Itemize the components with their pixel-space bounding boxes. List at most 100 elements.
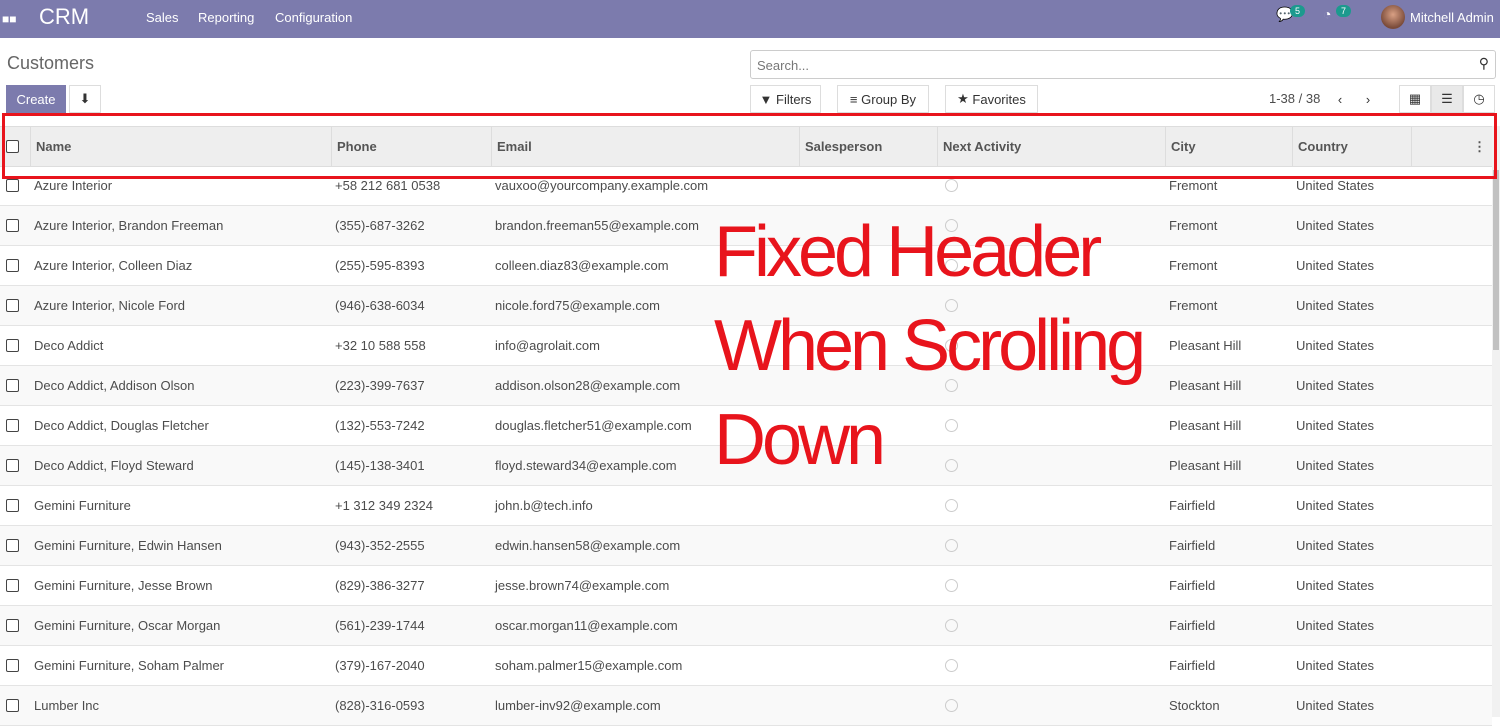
group-by-button[interactable]: ≡ Group By: [837, 85, 929, 113]
row-checkbox[interactable]: [6, 459, 19, 472]
menu-configuration[interactable]: Configuration: [275, 10, 353, 25]
kanban-view-icon[interactable]: ▦: [1399, 85, 1431, 113]
row-name: Gemini Furniture, Jesse Brown: [34, 578, 213, 593]
row-city: Fremont: [1169, 298, 1218, 313]
row-name: Deco Addict, Addison Olson: [34, 378, 195, 393]
row-checkbox[interactable]: [6, 339, 19, 352]
filters-button[interactable]: ▼ Filters: [750, 85, 821, 113]
column-city[interactable]: City: [1165, 127, 1292, 167]
group-by-label: Group By: [861, 91, 917, 107]
row-checkbox[interactable]: [6, 699, 19, 712]
row-name: Deco Addict: [34, 338, 104, 353]
row-checkbox[interactable]: [6, 379, 19, 392]
download-icon[interactable]: ⬇: [69, 85, 101, 113]
column-country[interactable]: Country: [1292, 127, 1411, 167]
menu-reporting[interactable]: Reporting: [198, 10, 255, 25]
table-row[interactable]: Lumber Inc (828)-316-0593 lumber-inv92@exa…: [0, 686, 1492, 726]
table-row[interactable]: Azure Interior, Nicole Ford (946)-638-603…: [0, 286, 1492, 326]
row-checkbox[interactable]: [6, 539, 19, 552]
row-email: nicole.ford75@example.com: [495, 298, 660, 313]
row-checkbox[interactable]: [6, 219, 19, 232]
row-phone: (145)-138-3401: [335, 458, 425, 473]
activities-icon[interactable]: ◔: [1323, 6, 1332, 22]
activity-clock-icon[interactable]: [945, 419, 958, 432]
row-checkbox[interactable]: [6, 619, 19, 632]
activity-clock-icon[interactable]: [945, 539, 958, 552]
column-phone[interactable]: Phone: [331, 127, 491, 167]
row-country: United States: [1296, 498, 1375, 513]
activity-clock-icon[interactable]: [945, 339, 958, 352]
row-phone: (255)-595-8393: [335, 258, 425, 273]
row-checkbox[interactable]: [6, 299, 19, 312]
activity-clock-icon[interactable]: [945, 659, 958, 672]
apps-menu-icon[interactable]: ■■: [2, 12, 17, 26]
scrollbar[interactable]: [1492, 126, 1500, 717]
activity-clock-icon[interactable]: [945, 699, 958, 712]
activity-clock-icon[interactable]: [945, 499, 958, 512]
activity-clock-icon[interactable]: [945, 259, 958, 272]
column-next-activity[interactable]: Next Activity: [937, 127, 1165, 167]
activities-badge: 7: [1336, 5, 1352, 17]
row-phone: (561)-239-1744: [335, 618, 425, 633]
favorites-button[interactable]: ★ Favorites: [945, 85, 1038, 113]
row-phone: (355)-687-3262: [335, 218, 425, 233]
scrollbar-thumb[interactable]: [1493, 170, 1499, 350]
row-name: Deco Addict, Floyd Steward: [34, 458, 194, 473]
row-country: United States: [1296, 258, 1375, 273]
search-placeholder: Search...: [757, 58, 810, 73]
activity-clock-icon[interactable]: [945, 619, 958, 632]
activity-view-icon[interactable]: ◷: [1463, 85, 1495, 113]
column-name[interactable]: Name: [30, 127, 331, 167]
list-view-icon[interactable]: ☰: [1431, 85, 1463, 113]
row-email: douglas.fletcher51@example.com: [495, 418, 692, 433]
menu-sales[interactable]: Sales: [146, 10, 179, 25]
activity-clock-icon[interactable]: [945, 579, 958, 592]
search-icon[interactable]: ⚲: [1478, 55, 1489, 71]
avatar[interactable]: [1381, 5, 1405, 29]
row-name: Gemini Furniture, Edwin Hansen: [34, 538, 222, 553]
column-salesperson[interactable]: Salesperson: [799, 127, 937, 167]
search-input[interactable]: Search... ⚲: [750, 50, 1496, 79]
prev-page-icon[interactable]: ‹: [1329, 85, 1351, 113]
table-row[interactable]: Gemini Furniture, Oscar Morgan (561)-239-…: [0, 606, 1492, 646]
app-brand[interactable]: CRM: [39, 4, 90, 29]
table-row[interactable]: Gemini Furniture +1 312 349 2324 john.b@te…: [0, 486, 1492, 526]
activity-clock-icon[interactable]: [945, 179, 958, 192]
table-row[interactable]: Deco Addict, Douglas Fletcher (132)-553-7…: [0, 406, 1492, 446]
table-row[interactable]: Azure Interior, Colleen Diaz (255)-595-83…: [0, 246, 1492, 286]
row-phone: (223)-399-7637: [335, 378, 425, 393]
optional-columns-icon[interactable]: ⋮: [1411, 127, 1492, 167]
row-checkbox[interactable]: [6, 499, 19, 512]
activity-clock-icon[interactable]: [945, 219, 958, 232]
row-email: lumber-inv92@example.com: [495, 698, 661, 713]
table-row[interactable]: Azure Interior, Brandon Freeman (355)-687…: [0, 206, 1492, 246]
table-row[interactable]: Deco Addict, Floyd Steward (145)-138-3401…: [0, 446, 1492, 486]
activity-clock-icon[interactable]: [945, 379, 958, 392]
table-row[interactable]: Deco Addict +32 10 588 558 info@agrolait.c…: [0, 326, 1492, 366]
table-row[interactable]: Gemini Furniture, Soham Palmer (379)-167-…: [0, 646, 1492, 686]
table-row[interactable]: Azure Interior +58 212 681 0538 vauxoo@you…: [0, 166, 1492, 206]
row-checkbox[interactable]: [6, 179, 19, 192]
messages-icon[interactable]: 💬: [1276, 6, 1294, 22]
favorites-label: Favorites: [972, 91, 1026, 107]
row-checkbox[interactable]: [6, 579, 19, 592]
page-title: Customers: [7, 53, 95, 73]
activity-clock-icon[interactable]: [945, 459, 958, 472]
column-email[interactable]: Email: [491, 127, 799, 167]
row-checkbox[interactable]: [6, 419, 19, 432]
table-row[interactable]: Gemini Furniture, Jesse Brown (829)-386-3…: [0, 566, 1492, 606]
table-row[interactable]: Deco Addict, Addison Olson (223)-399-7637…: [0, 366, 1492, 406]
row-country: United States: [1296, 618, 1375, 633]
row-checkbox[interactable]: [6, 659, 19, 672]
table-row[interactable]: Gemini Furniture, Edwin Hansen (943)-352-…: [0, 526, 1492, 566]
row-country: United States: [1296, 578, 1375, 593]
create-button[interactable]: Create: [6, 85, 66, 113]
user-menu[interactable]: Mitchell Admin: [1410, 10, 1494, 25]
row-email: brandon.freeman55@example.com: [495, 218, 699, 233]
next-page-icon[interactable]: ›: [1357, 85, 1379, 113]
row-checkbox[interactable]: [6, 259, 19, 272]
row-city: Fremont: [1169, 178, 1218, 193]
activity-clock-icon[interactable]: [945, 299, 958, 312]
row-country: United States: [1296, 218, 1375, 233]
select-all-checkbox[interactable]: [6, 140, 19, 153]
